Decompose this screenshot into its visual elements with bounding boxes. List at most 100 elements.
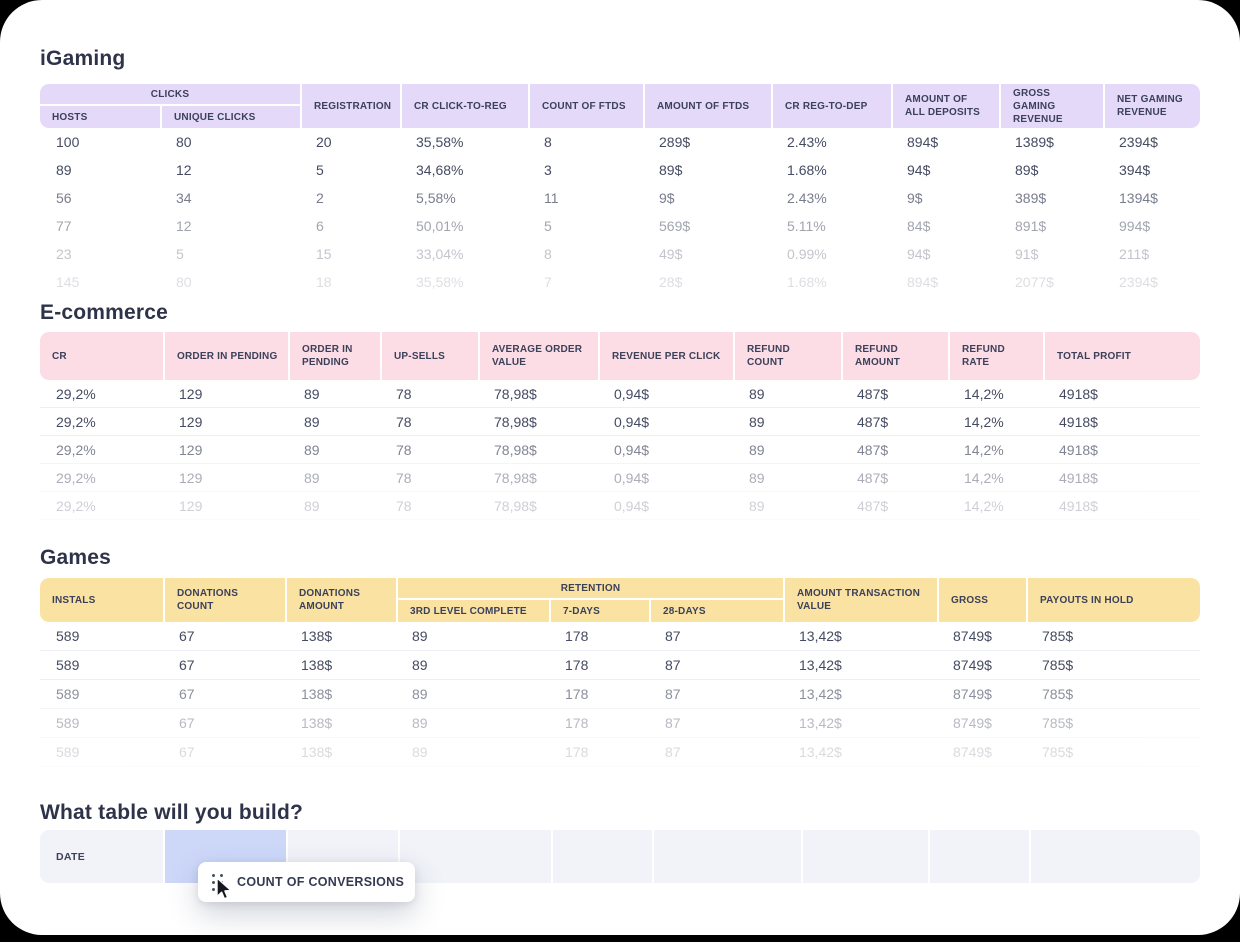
cell: 78: [380, 492, 478, 520]
cell: 487$: [841, 492, 948, 520]
cell: 8: [544, 246, 552, 262]
cell: 100: [56, 134, 80, 150]
cell: 5,58%: [416, 190, 456, 206]
cell: 14,2%: [948, 464, 1043, 492]
table-row: 589 67 138$ 89 178 87 13,42$ 8749$ 785$: [40, 738, 1200, 767]
count-of-conversions-chip[interactable]: COUNT OF CONVERSIONS: [198, 862, 415, 902]
table-row: 100 80 20 35,58% 8 289$ 2.43% 894$ 1389$ 2394$: [40, 128, 1200, 156]
table-row: 589 67 138$ 89 178 87 13,42$ 8749$ 785$: [40, 680, 1200, 709]
cell: 389$: [1015, 190, 1047, 206]
cell: 78,98$: [478, 436, 598, 464]
cell: 4918$: [1043, 464, 1200, 492]
builder-cell[interactable]: [398, 830, 551, 883]
cell: 178: [549, 651, 649, 680]
cell: 589: [40, 622, 163, 651]
cursor-icon: [216, 877, 232, 900]
cell: 785$: [1026, 651, 1200, 680]
cell: 178: [549, 709, 649, 738]
cell: 2394$: [1119, 274, 1158, 290]
cell: 56: [56, 190, 72, 206]
cell: 785$: [1026, 622, 1200, 651]
column-header-net-gaming-revenue: NET GAMING REVENUE: [1103, 84, 1200, 128]
builder-cell[interactable]: [551, 830, 652, 883]
cell: 67: [163, 709, 285, 738]
builder-cell-date[interactable]: DATE: [40, 830, 163, 883]
cell: 0,94$: [598, 436, 733, 464]
cell: 138$: [285, 651, 396, 680]
column-header-revenue-per-click: REVENUE PER CLICK: [598, 332, 733, 380]
cell: 0,94$: [598, 492, 733, 520]
table-row: 145 80 18 35,58% 7 28$ 1.68% 894$ 2077$ 2394$: [40, 268, 1200, 290]
cell: 5: [544, 218, 552, 234]
cell: 78: [380, 464, 478, 492]
table-row: 56 34 2 5,58% 11 9$ 2.43% 9$ 389$ 1394$: [40, 184, 1200, 212]
cell: 89: [396, 622, 549, 651]
builder-strip: DATE: [40, 830, 1200, 883]
cell: 211$: [1119, 246, 1150, 262]
cell: 49$: [659, 246, 683, 262]
cell: 13,42$: [783, 651, 937, 680]
cell: 14,2%: [948, 436, 1043, 464]
cell: 67: [163, 738, 285, 767]
section-title-games: Games: [40, 546, 112, 569]
cell: 1389$: [1015, 134, 1054, 150]
cell: 33,04%: [416, 246, 464, 262]
cell: 78,98$: [478, 408, 598, 436]
igaming-table-wrap: CLICKS REGISTRATION CR CLICK-TO-REG COUN…: [40, 84, 1200, 290]
cell: 0,94$: [598, 464, 733, 492]
cell: 178: [549, 738, 649, 767]
column-header-refund-rate: REFUND RATE: [948, 332, 1043, 380]
cell: 89$: [659, 162, 683, 178]
cell: 487$: [841, 408, 948, 436]
cell: 2.43%: [787, 134, 827, 150]
cell: 34: [176, 190, 192, 206]
cell: 8749$: [937, 651, 1026, 680]
column-header-gross-gaming-revenue: GROSS GAMING REVENUE: [999, 84, 1104, 128]
column-header-order-in-pending-2: ORDER IN PENDING: [288, 332, 380, 380]
column-header-cr: CR: [40, 332, 163, 380]
cell: 4918$: [1043, 492, 1200, 520]
cell: 87: [649, 738, 783, 767]
cell: 18: [316, 274, 332, 290]
cell: 6: [316, 218, 324, 234]
cell: 8749$: [937, 622, 1026, 651]
cell: 78: [380, 380, 478, 408]
cell: 589: [40, 651, 163, 680]
cell: 138$: [285, 622, 396, 651]
column-header-gross: GROSS: [937, 578, 1026, 622]
cell: 89: [733, 436, 841, 464]
ecommerce-table-body: 29,2% 129 89 78 78,98$ 0,94$ 89 487$ 14,2% 4918$ 2…: [40, 380, 1200, 526]
builder-cell[interactable]: [1029, 830, 1200, 883]
cell: 129: [163, 436, 288, 464]
cell: 891$: [1015, 218, 1047, 234]
cell: 13,42$: [783, 680, 937, 709]
cell: 23: [56, 246, 72, 262]
builder-cell[interactable]: [928, 830, 1029, 883]
cell: 14,2%: [948, 380, 1043, 408]
cell: 78,98$: [478, 520, 598, 527]
column-header-amount-of-all-deposits: AMOUNT OF ALL DEPOSITS: [891, 84, 1000, 128]
builder-cell[interactable]: [652, 830, 801, 883]
cell: 29,2%: [40, 464, 163, 492]
cell: 8749$: [937, 709, 1026, 738]
cell: 89: [733, 408, 841, 436]
cell: 138$: [285, 709, 396, 738]
column-header-hosts: HOSTS: [40, 106, 160, 128]
cell: 15: [316, 246, 332, 262]
builder-cell[interactable]: [801, 830, 928, 883]
cell: 289$: [659, 134, 691, 150]
column-header-donations-count: DONATIONS COUNT: [163, 578, 285, 622]
cell: 78,98$: [478, 492, 598, 520]
cell: 894$: [907, 134, 939, 150]
cell: 94$: [907, 162, 931, 178]
cell: 78: [380, 436, 478, 464]
cell: 12: [176, 162, 192, 178]
table-row: 589 67 138$ 89 178 87 13,42$ 8749$ 785$: [40, 651, 1200, 680]
cell: 994$: [1119, 218, 1151, 234]
cell: 178: [549, 680, 649, 709]
cell: 4918$: [1043, 520, 1200, 527]
cell: 9$: [659, 190, 675, 206]
column-header-total-profit: TOTAL PROFIT: [1043, 332, 1200, 380]
